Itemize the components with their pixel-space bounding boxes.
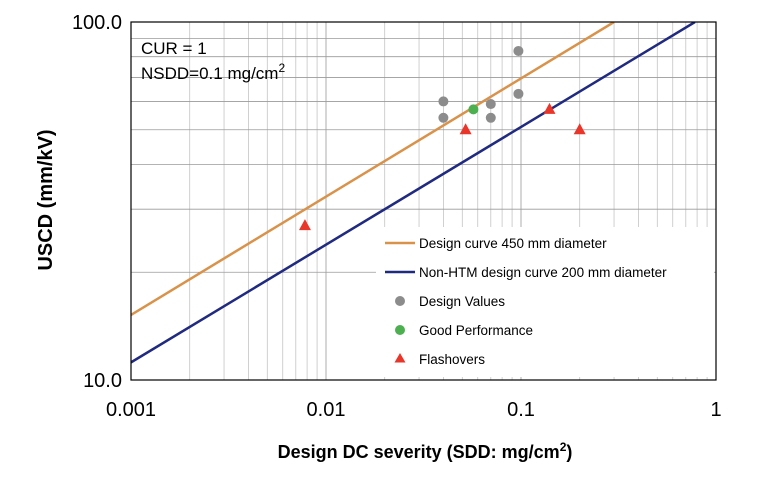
legend-background <box>376 227 714 377</box>
data-point-design-values <box>438 112 449 123</box>
legend-label-design-values: Design Values <box>419 294 505 309</box>
series-line-design-curve-450-mm-diameter <box>131 22 615 316</box>
x-tick-label: 0.1 <box>507 399 535 421</box>
data-point-design-values <box>513 88 524 99</box>
x-tick-label: 0.001 <box>106 399 156 421</box>
annotation: CUR = 1 NSDD=0.1 mg/cm2 <box>141 39 285 83</box>
data-point-flashovers <box>543 102 556 114</box>
legend-marker-flashovers <box>394 353 406 363</box>
legend-marker-good-performance <box>395 325 405 335</box>
series-lines <box>131 22 696 364</box>
y-tick-label: 10.0 <box>83 370 122 392</box>
data-markers <box>298 45 586 231</box>
legend-label-good-performance: Good Performance <box>419 323 533 338</box>
series-line-non-htm-design-curve-200-mm-diameter <box>131 22 696 364</box>
y-axis-title: USCD (mm/kV) <box>35 129 57 270</box>
data-point-flashovers <box>298 219 311 231</box>
data-point-good-performance <box>468 104 479 115</box>
x-tick-label: 0.01 <box>307 399 346 421</box>
legend-label-design-curve: Design curve 450 mm diameter <box>419 236 607 251</box>
annotation-line-2: NSDD=0.1 mg/cm2 <box>141 61 285 83</box>
data-point-design-values <box>485 99 496 110</box>
y-tick-label: 100.0 <box>72 12 122 34</box>
data-point-flashovers <box>573 123 586 135</box>
data-point-flashovers <box>459 123 472 135</box>
legend-label-flashovers: Flashovers <box>419 352 485 367</box>
annotation-line-1: CUR = 1 <box>141 39 207 58</box>
data-point-design-values <box>485 112 496 123</box>
x-tick-label: 1 <box>710 399 721 421</box>
legend-marker-design-values <box>395 296 405 306</box>
legend-label-non-htm-curve: Non-HTM design curve 200 mm diameter <box>419 265 667 280</box>
data-point-design-values <box>438 96 449 107</box>
x-axis-title: Design DC severity (SDD: mg/cm2) <box>278 440 573 462</box>
tick-labels: 0.001 0.01 0.1 1 10.0 100.0 <box>72 12 722 421</box>
plot-frame <box>130 21 717 381</box>
legend: Design curve 450 mm diameter Non-HTM des… <box>376 227 714 377</box>
data-point-design-values <box>513 45 524 56</box>
